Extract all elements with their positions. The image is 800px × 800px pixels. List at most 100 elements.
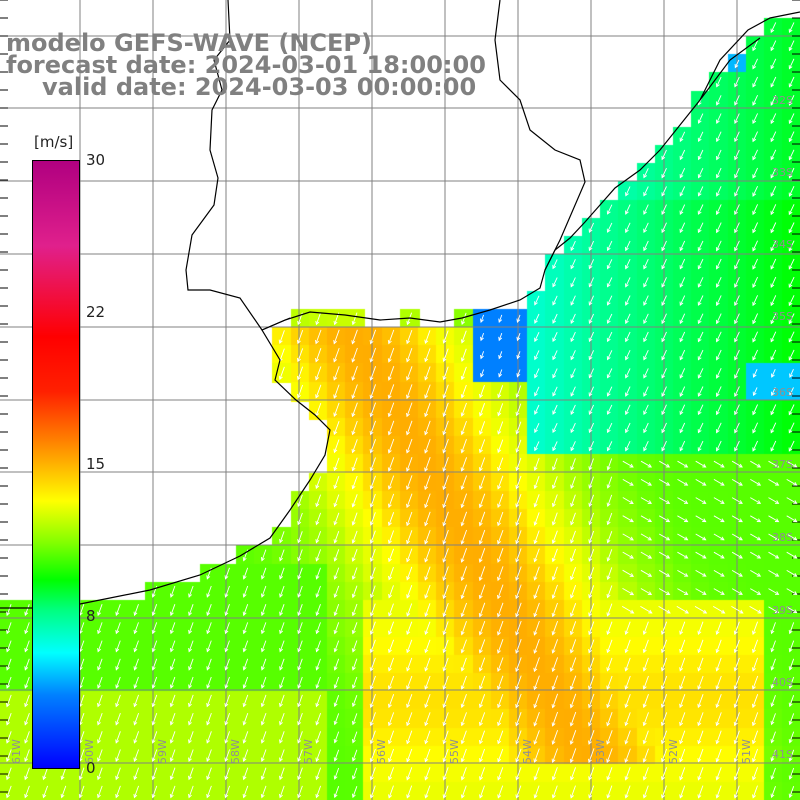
wind-arrow: [297, 512, 303, 526]
wind-arrow: [351, 494, 358, 508]
wind-arrow: [388, 785, 394, 799]
wind-arrow: [515, 620, 522, 636]
wind-arrow: [622, 588, 635, 596]
wind-arrow: [406, 585, 413, 599]
wind-arrow: [570, 566, 577, 581]
wind-arrow: [786, 588, 798, 595]
wind-arrow: [333, 512, 340, 526]
wind-arrow: [606, 386, 613, 397]
title-forecast-date: forecast date: 2024-03-01 18:00:00: [6, 51, 486, 79]
wind-arrow: [278, 366, 285, 381]
wind-arrow: [369, 402, 377, 418]
wind-arrow: [715, 767, 722, 781]
wind-arrow: [715, 240, 722, 252]
wind-arrow: [697, 186, 704, 197]
wind-arrow: [551, 711, 559, 727]
wind-arrow: [24, 749, 30, 762]
wind-arrow: [279, 694, 285, 708]
wind-arrow: [640, 551, 653, 559]
wind-arrow: [497, 548, 504, 563]
wind-arrow: [551, 584, 558, 599]
wind-arrow: [679, 767, 686, 781]
wind-arrow: [677, 533, 689, 541]
wind-arrow: [369, 548, 376, 563]
wind-arrow: [424, 420, 431, 436]
wind-arrow: [642, 767, 649, 781]
wind-arrow: [606, 458, 613, 471]
wind-arrow: [588, 458, 594, 471]
wind-arrow: [442, 639, 449, 654]
wind-arrow: [752, 295, 759, 307]
wind-arrow: [497, 639, 504, 654]
wind-arrow: [770, 404, 777, 416]
wind-arrow: [369, 457, 376, 472]
wind-arrow: [770, 167, 777, 179]
wind-arrow: [697, 349, 704, 361]
wind-arrow: [640, 606, 653, 614]
wind-arrow: [606, 531, 613, 544]
wind-arrow: [534, 441, 540, 452]
wind-arrow: [770, 40, 777, 52]
wind-arrow: [279, 676, 285, 689]
wind-arrow: [351, 749, 358, 762]
wind-arrow: [115, 694, 121, 708]
wind-arrow: [297, 731, 303, 744]
wind-arrow: [752, 131, 759, 143]
wind-arrow: [115, 604, 121, 617]
wind-arrow: [660, 730, 668, 745]
wind-arrow: [387, 675, 395, 690]
wind-arrow: [497, 421, 504, 435]
lon-label: 58W: [229, 739, 242, 764]
longitude-labels: 61W 60W 59W 58W 57W 56W 55W 54W 53W 52W 51W: [10, 739, 753, 764]
wind-arrow: [406, 730, 413, 745]
wind-arrow: [424, 712, 431, 727]
wind-arrow: [206, 767, 212, 781]
wind-arrow: [659, 460, 671, 468]
wind-arrow: [333, 622, 340, 635]
wind-arrow: [606, 785, 613, 799]
wind-arrow: [679, 295, 686, 306]
wind-arrow: [460, 657, 467, 672]
wind-arrow: [788, 749, 795, 762]
wind-arrow: [478, 712, 486, 727]
wind-arrow: [570, 295, 576, 306]
wind-arrow: [534, 332, 540, 343]
wind-arrow: [606, 350, 613, 361]
wind-arrow: [643, 277, 649, 288]
wind-arrow: [588, 295, 595, 306]
wind-arrow: [406, 767, 413, 781]
wind-arrow: [624, 748, 631, 763]
wind-arrow: [624, 712, 631, 727]
wind-arrow: [679, 168, 686, 179]
wind-arrow: [658, 606, 671, 614]
wind-arrow: [515, 657, 522, 673]
lon-label: 53W: [594, 739, 607, 764]
wind-arrow: [569, 621, 577, 636]
wind-arrow: [734, 59, 740, 69]
wind-arrow: [770, 640, 776, 653]
wind-arrow: [78, 785, 85, 799]
wind-arrow: [624, 694, 631, 709]
wind-arrow: [479, 403, 486, 417]
wind-arrow: [351, 658, 358, 671]
wind-arrow: [715, 712, 722, 727]
wind-arrow: [515, 748, 522, 763]
wind-arrow: [97, 767, 103, 781]
wind-arrow: [569, 693, 577, 709]
wind-arrow: [588, 767, 595, 781]
wind-arrow: [697, 748, 704, 763]
wind-arrow: [497, 657, 504, 672]
wind-arrow: [734, 277, 740, 288]
wind-arrow: [715, 694, 722, 709]
wind-arrow: [733, 730, 740, 745]
wind-arrow: [351, 512, 358, 526]
wind-arrow: [606, 567, 613, 581]
wind-arrow: [461, 312, 467, 325]
wind-arrow: [297, 694, 303, 708]
wind-arrow: [713, 570, 725, 577]
wind-arrow: [460, 529, 468, 545]
wind-arrow: [697, 277, 704, 288]
wind-arrow: [333, 329, 340, 345]
wind-arrow: [460, 366, 467, 381]
wind-arrow: [333, 585, 340, 598]
